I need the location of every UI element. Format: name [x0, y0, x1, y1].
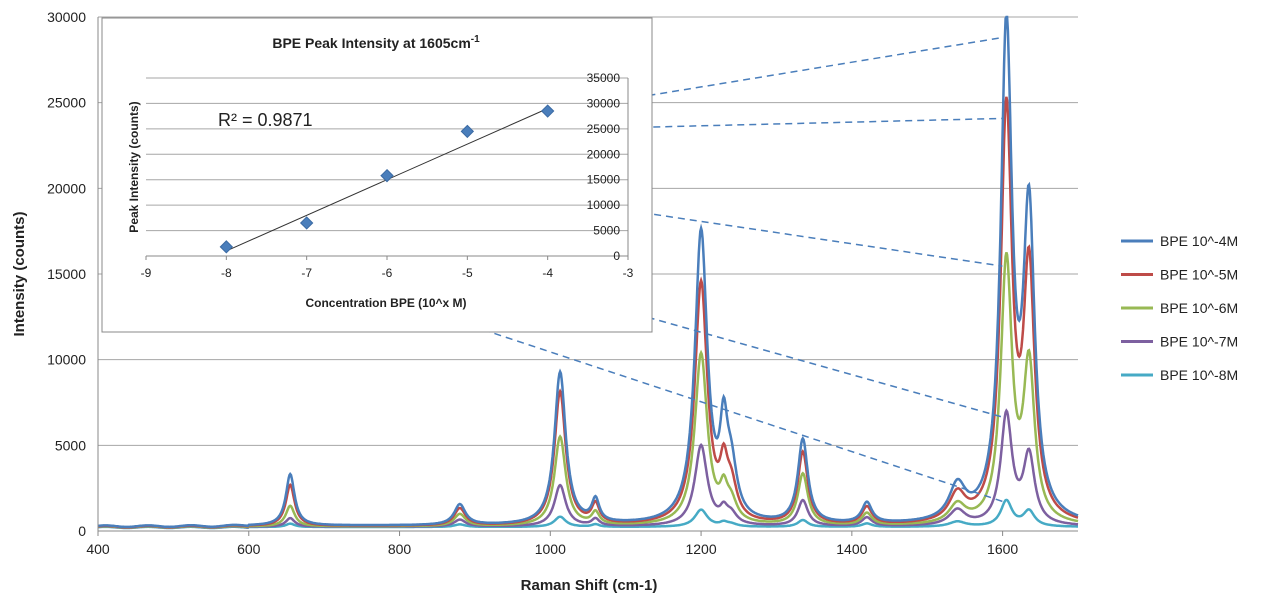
inset-data-point [380, 168, 394, 183]
inset-frame [101, 17, 653, 333]
y-tick-label: 25000 [47, 95, 86, 111]
x-tick-label: 800 [388, 541, 412, 557]
spectrum-series [97, 15, 1079, 530]
inset-data-points [219, 104, 555, 254]
legend: BPE 10^-4M BPE 10^-5M BPE 10^-6M BPE 10^-7M… [1121, 233, 1238, 383]
inset-tick-labels: 0 5000 10000 15000 20000 25000 30000 35000 -9 -8 -… [141, 71, 634, 280]
inset-data-point [219, 240, 234, 254]
inset-x-tick-label: -5 [462, 266, 473, 280]
y-tick-label: 30000 [47, 9, 86, 25]
inset-y-tick-label: 30000 [587, 96, 621, 110]
inset-title: BPE Peak Intensity at 1605cm-1 [272, 34, 480, 51]
legend-label: BPE 10^-4M [1160, 233, 1238, 249]
y-tick-label: 0 [78, 523, 86, 539]
inset-r-squared: R² = 0.9871 [218, 110, 313, 130]
x-tick-label: 1200 [685, 541, 716, 557]
x-axis-title: Raman Shift (cm-1) [521, 577, 658, 594]
inset-y-tick-label: 35000 [587, 71, 621, 85]
inset-y-tick-label: 0 [613, 249, 620, 263]
inset-x-tick-label: -7 [301, 266, 312, 280]
inset-y-axis-title: Peak Intensity (counts) [127, 101, 141, 232]
x-tick-label: 400 [86, 541, 110, 557]
y-tick-label: 20000 [47, 180, 86, 196]
inset-data-point [460, 124, 475, 139]
y-axis-title: Intensity (counts) [11, 211, 28, 336]
legend-label: BPE 10^-5M [1160, 267, 1238, 283]
series-line-1 [98, 15, 1079, 529]
inset-y-tick-label: 10000 [587, 198, 621, 212]
legend-label: BPE 10^-6M [1160, 300, 1238, 316]
inset-x-tick-label: -8 [221, 266, 232, 280]
inset-y-tick-label: 5000 [593, 224, 620, 238]
legend-label: BPE 10^-8M [1160, 367, 1238, 383]
x-tick-label: 600 [237, 541, 261, 557]
inset-x-tick-label: -4 [542, 266, 553, 280]
main-axes [97, 17, 1078, 532]
y-tick-label: 15000 [47, 266, 86, 282]
y-tick-label: 5000 [55, 437, 86, 453]
inset-x-tick-label: -6 [382, 266, 393, 280]
inset-y-tick-label: 25000 [587, 122, 621, 136]
inset-x-tick-label: -9 [141, 266, 152, 280]
x-tick-label: 1400 [836, 541, 867, 557]
y-tick-label: 10000 [47, 352, 86, 368]
inset-y-tick-label: 20000 [587, 147, 621, 161]
inset-chart: BPE Peak Intensity at 1605cm-1 0 5000 1000… [101, 17, 653, 333]
inset-x-axis-title: Concentration BPE (10^x M) [305, 296, 466, 310]
inset-x-tick-label: -3 [623, 266, 634, 280]
inset-title-superscript: -1 [471, 34, 480, 45]
inset-data-point [299, 216, 314, 230]
legend-label: BPE 10^-7M [1160, 334, 1238, 350]
inset-data-point [540, 104, 555, 118]
x-tick-label: 1600 [987, 541, 1018, 557]
x-tick-label: 1000 [535, 541, 566, 557]
inset-y-tick-label: 15000 [587, 173, 621, 187]
